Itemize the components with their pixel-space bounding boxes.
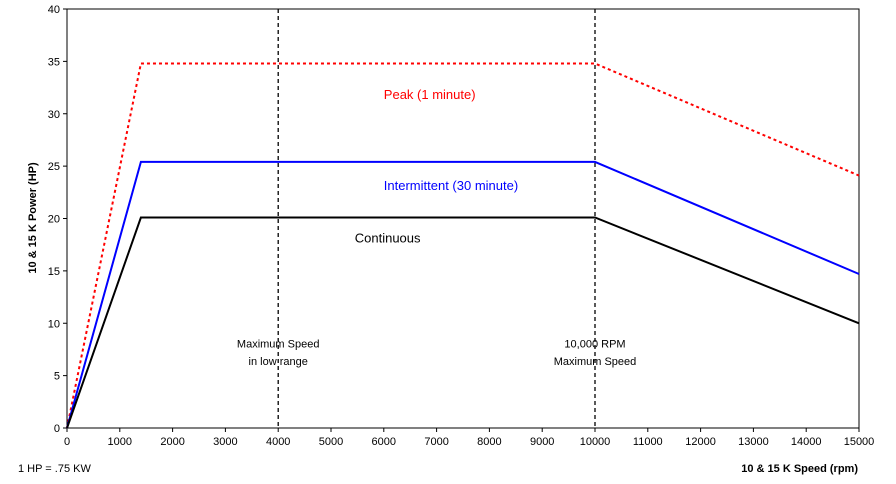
reference-label-4000: in low range xyxy=(249,356,308,368)
x-tick-label: 8000 xyxy=(477,436,501,448)
x-tick-label: 12000 xyxy=(685,436,716,448)
x-tick-label: 1000 xyxy=(108,436,132,448)
x-tick-label: 14000 xyxy=(791,436,822,448)
x-tick-label: 7000 xyxy=(424,436,448,448)
y-tick-label: 10 xyxy=(48,318,60,330)
reference-label-10000: 10,000 RPM xyxy=(564,338,625,350)
y-tick-label: 0 xyxy=(54,423,60,435)
y-tick-label: 25 xyxy=(48,161,60,173)
series-label-1: Intermittent (30 minute) xyxy=(384,178,518,193)
x-tick-label: 13000 xyxy=(738,436,769,448)
y-tick-label: 40 xyxy=(48,4,60,16)
y-tick-label: 35 xyxy=(48,56,60,68)
series-line-1 xyxy=(66,160,860,429)
y-axis-title: 10 & 15 K Power (HP) xyxy=(27,162,39,274)
y-tick-label: 20 xyxy=(48,214,60,226)
conversion-note: 1 HP = .75 KW xyxy=(18,463,91,475)
x-tick-label: 6000 xyxy=(372,436,396,448)
x-tick-label: 9000 xyxy=(530,436,554,448)
x-tick-label: 3000 xyxy=(213,436,237,448)
reference-label-10000: Maximum Speed xyxy=(554,356,637,368)
x-tick-label: 5000 xyxy=(319,436,343,448)
series-line-2 xyxy=(66,216,860,429)
series-label-2: Continuous xyxy=(355,231,421,246)
x-tick-label: 0 xyxy=(64,436,70,448)
reference-label-4000: Maximum Speed xyxy=(237,338,320,350)
x-axis-title: 10 & 15 K Speed (rpm) xyxy=(741,463,858,475)
y-tick-label: 30 xyxy=(48,109,60,121)
x-tick-label: 11000 xyxy=(633,436,663,448)
series-label-0: Peak (1 minute) xyxy=(384,87,476,102)
x-tick-label: 10000 xyxy=(580,436,611,448)
x-tick-label: 15000 xyxy=(844,436,875,448)
x-tick-label: 4000 xyxy=(266,436,290,448)
y-tick-label: 5 xyxy=(54,371,60,383)
y-tick-label: 15 xyxy=(48,266,60,278)
x-tick-label: 2000 xyxy=(160,436,184,448)
